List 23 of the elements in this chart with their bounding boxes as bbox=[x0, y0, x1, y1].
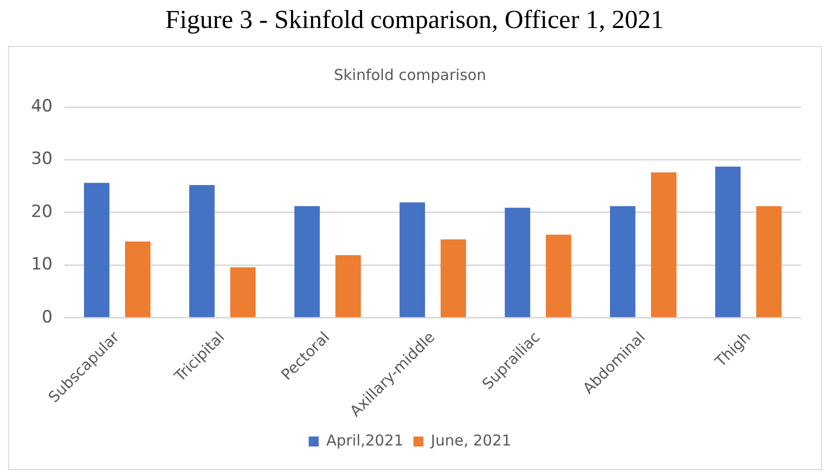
bar bbox=[651, 172, 676, 318]
bar bbox=[715, 166, 741, 318]
y-tick-label: 20 bbox=[30, 202, 53, 222]
legend-label: April,2021 bbox=[326, 431, 404, 450]
bar bbox=[230, 267, 256, 318]
bar bbox=[610, 206, 636, 318]
bar bbox=[400, 202, 426, 318]
bar bbox=[125, 241, 150, 318]
bar bbox=[294, 206, 320, 318]
chart-subtitle: Skinfold comparison bbox=[334, 66, 486, 84]
bar bbox=[440, 239, 466, 318]
bar bbox=[546, 234, 572, 318]
bar bbox=[504, 208, 530, 318]
y-tick-label: 0 bbox=[42, 307, 53, 328]
bar bbox=[84, 182, 110, 318]
bar bbox=[335, 255, 361, 318]
bar bbox=[756, 206, 782, 318]
y-tick-label: 40 bbox=[30, 96, 53, 116]
y-tick-label: 10 bbox=[30, 254, 53, 275]
y-tick-label: 30 bbox=[30, 149, 53, 170]
chart-title: Figure 3 - Skinfold comparison, Officer 1, 2021 bbox=[164, 4, 665, 36]
bar bbox=[189, 185, 215, 318]
legend-label: June, 2021 bbox=[430, 431, 512, 450]
